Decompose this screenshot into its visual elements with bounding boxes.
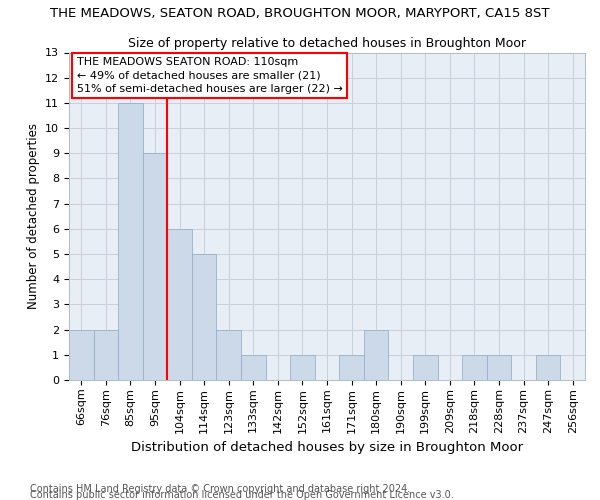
Bar: [290, 355, 315, 380]
Bar: [364, 330, 388, 380]
Bar: [167, 229, 192, 380]
Bar: [192, 254, 217, 380]
Text: Contains HM Land Registry data © Crown copyright and database right 2024.: Contains HM Land Registry data © Crown c…: [30, 484, 410, 494]
Bar: [462, 355, 487, 380]
Bar: [487, 355, 511, 380]
X-axis label: Distribution of detached houses by size in Broughton Moor: Distribution of detached houses by size …: [131, 441, 523, 454]
Bar: [118, 103, 143, 380]
Title: Size of property relative to detached houses in Broughton Moor: Size of property relative to detached ho…: [128, 37, 526, 50]
Bar: [241, 355, 266, 380]
Bar: [536, 355, 560, 380]
Y-axis label: Number of detached properties: Number of detached properties: [26, 123, 40, 309]
Bar: [217, 330, 241, 380]
Bar: [69, 330, 94, 380]
Text: Contains public sector information licensed under the Open Government Licence v3: Contains public sector information licen…: [30, 490, 454, 500]
Bar: [94, 330, 118, 380]
Bar: [413, 355, 437, 380]
Bar: [339, 355, 364, 380]
Bar: [143, 154, 167, 380]
Text: THE MEADOWS SEATON ROAD: 110sqm
← 49% of detached houses are smaller (21)
51% of: THE MEADOWS SEATON ROAD: 110sqm ← 49% of…: [77, 58, 343, 94]
Text: THE MEADOWS, SEATON ROAD, BROUGHTON MOOR, MARYPORT, CA15 8ST: THE MEADOWS, SEATON ROAD, BROUGHTON MOOR…: [50, 8, 550, 20]
